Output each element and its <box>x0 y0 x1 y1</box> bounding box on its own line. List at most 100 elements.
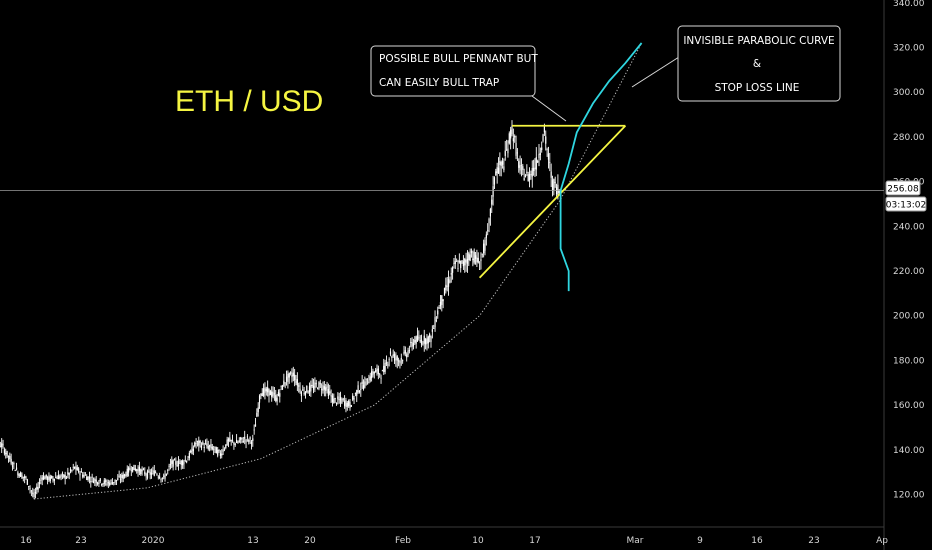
candle-body <box>344 401 346 406</box>
y-tick-label: 160.00 <box>893 401 925 411</box>
candle-body <box>56 477 58 479</box>
candle-body <box>507 148 509 154</box>
price-axis[interactable]: 120.00 140.00 160.00 180.00 200.00 220.00 240.… <box>893 0 925 501</box>
candle-body <box>415 336 417 344</box>
candle-body <box>258 395 261 403</box>
candle-body <box>307 392 309 394</box>
candle-body <box>190 450 192 453</box>
projection-down-curve <box>559 190 570 292</box>
candle-body <box>322 384 324 391</box>
candle-body <box>138 466 140 472</box>
candle-body <box>458 260 460 263</box>
candle-body <box>388 359 390 361</box>
candle-body <box>140 469 142 475</box>
candle-body <box>252 438 254 442</box>
candle-body <box>15 467 18 470</box>
candle-body <box>334 398 336 399</box>
candle-body <box>510 129 512 139</box>
candle-body <box>194 442 196 447</box>
candle-body <box>88 476 91 479</box>
candle-body <box>480 259 482 262</box>
candle-body <box>160 478 162 480</box>
candle-body <box>402 360 404 362</box>
chart-title: ETH / USD <box>175 85 323 118</box>
x-tick-label: 23 <box>808 536 819 546</box>
pennant-lower-line <box>478 125 627 279</box>
candle-body <box>310 384 312 392</box>
candle-body <box>538 153 540 158</box>
candle-body <box>410 342 412 343</box>
y-tick-label: 320.00 <box>893 44 925 54</box>
candle-body <box>123 474 126 477</box>
candle-body <box>470 251 473 254</box>
candle-body <box>333 398 335 404</box>
candle-body <box>530 174 532 175</box>
candle-body <box>318 381 320 389</box>
annotation-pennant-leader <box>531 95 567 122</box>
candle-body <box>449 280 451 283</box>
candle-body <box>411 342 413 347</box>
candle-body <box>461 260 463 262</box>
candle-body <box>254 424 257 427</box>
candle-body <box>219 453 221 456</box>
candle-body <box>493 177 496 185</box>
candle-body <box>395 358 397 360</box>
candle-body <box>157 476 159 478</box>
candle-body <box>460 260 462 269</box>
parabolic-curve-line <box>34 42 643 500</box>
candle-body <box>546 149 548 150</box>
candle-body <box>79 473 81 476</box>
y-tick-label: 300.00 <box>893 88 925 98</box>
candle-body <box>534 167 536 170</box>
candle-body <box>285 376 288 382</box>
candle-body <box>441 295 443 305</box>
candle-body <box>115 480 118 481</box>
candle-body <box>279 393 281 397</box>
candle-body <box>150 472 153 475</box>
annotation-parabola-line-3: STOP LOSS LINE <box>715 82 800 94</box>
candle-body <box>245 439 247 443</box>
annotation-pennant-line-2: CAN EASILY BULL TRAP <box>379 77 499 89</box>
candle-body <box>234 443 236 445</box>
candle-body <box>0 446 1 448</box>
projection-up-curve <box>559 42 643 191</box>
candle-body <box>82 474 84 477</box>
candle-body <box>91 476 93 478</box>
candle-body <box>535 157 537 170</box>
candle-body <box>36 486 38 490</box>
candle-body <box>358 391 361 393</box>
candle-body <box>237 442 239 443</box>
candle-body <box>306 385 308 393</box>
candle-body <box>384 362 386 372</box>
candle-body <box>497 167 500 174</box>
candle-body <box>469 254 471 261</box>
candle-body <box>414 339 416 343</box>
y-tick-label: 140.00 <box>893 446 925 456</box>
candle-body <box>129 468 131 470</box>
candle-body <box>225 444 227 449</box>
candle-body <box>345 400 347 407</box>
time-axis[interactable]: 16 23 2020 13 20 Feb 10 17 Mar 9 16 23 Ap <box>20 536 888 546</box>
candle-body <box>159 476 161 479</box>
candle-body <box>520 165 523 166</box>
candle-body <box>142 468 145 470</box>
candle-body <box>101 484 103 486</box>
annotation-parabola-line-1: INVISIBLE PARABOLIC CURVE <box>683 35 834 47</box>
annotation-pennant: POSSIBLE BULL PENNANT BUT CAN EASILY BUL… <box>370 45 567 122</box>
candle-body <box>177 460 180 466</box>
candle-body <box>263 388 265 396</box>
candle-body <box>422 343 424 345</box>
candle-body <box>204 443 207 445</box>
candle-body <box>271 391 273 397</box>
candle-body <box>314 382 316 389</box>
candle-body <box>11 465 14 467</box>
candle-body <box>406 354 408 358</box>
candle-body <box>20 472 22 477</box>
candle-body <box>465 259 467 263</box>
candle-body <box>63 474 65 478</box>
candle-body <box>492 186 494 197</box>
y-tick-label: 220.00 <box>893 267 925 277</box>
candle-body <box>550 171 552 178</box>
y-tick-label: 340.00 <box>893 0 925 9</box>
